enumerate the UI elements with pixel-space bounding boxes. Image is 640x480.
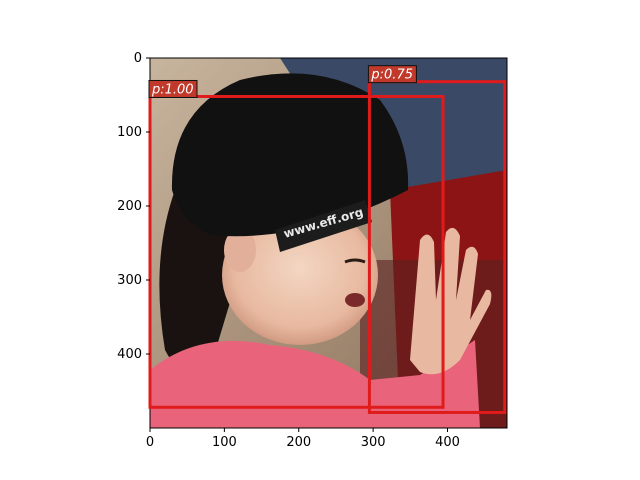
y-axis: 0 100 200 300 400 bbox=[117, 51, 150, 362]
cap-strap bbox=[275, 200, 372, 252]
y-tick-label: 300 bbox=[117, 273, 142, 288]
cap bbox=[171, 73, 409, 237]
y-tick-label: 200 bbox=[117, 199, 142, 214]
detection-label-bg bbox=[367, 65, 417, 84]
mouth bbox=[345, 293, 365, 307]
x-tick-label: 0 bbox=[146, 435, 154, 450]
detection-label: p:1.00 bbox=[151, 82, 194, 97]
detection-box bbox=[148, 94, 445, 409]
x-tick-label: 300 bbox=[361, 435, 386, 450]
ear bbox=[224, 228, 256, 272]
x-axis: 0 100 200 300 400 bbox=[146, 428, 460, 450]
y-tick-label: 400 bbox=[117, 347, 142, 362]
x-tick-label: 200 bbox=[286, 435, 311, 450]
photo: www.eff.org bbox=[150, 58, 507, 428]
detection-label: p:0.75 bbox=[370, 68, 413, 83]
detection-label-bg bbox=[148, 79, 198, 98]
y-tick-label: 100 bbox=[117, 125, 142, 140]
y-tick-label: 0 bbox=[134, 51, 142, 66]
eye bbox=[344, 258, 366, 264]
face bbox=[222, 205, 378, 345]
x-tick-label: 400 bbox=[435, 435, 460, 450]
x-tick-label: 100 bbox=[212, 435, 237, 450]
detection-box bbox=[367, 80, 507, 414]
detections: p:1.00 p:0.75 bbox=[148, 65, 507, 414]
hand bbox=[410, 227, 492, 375]
